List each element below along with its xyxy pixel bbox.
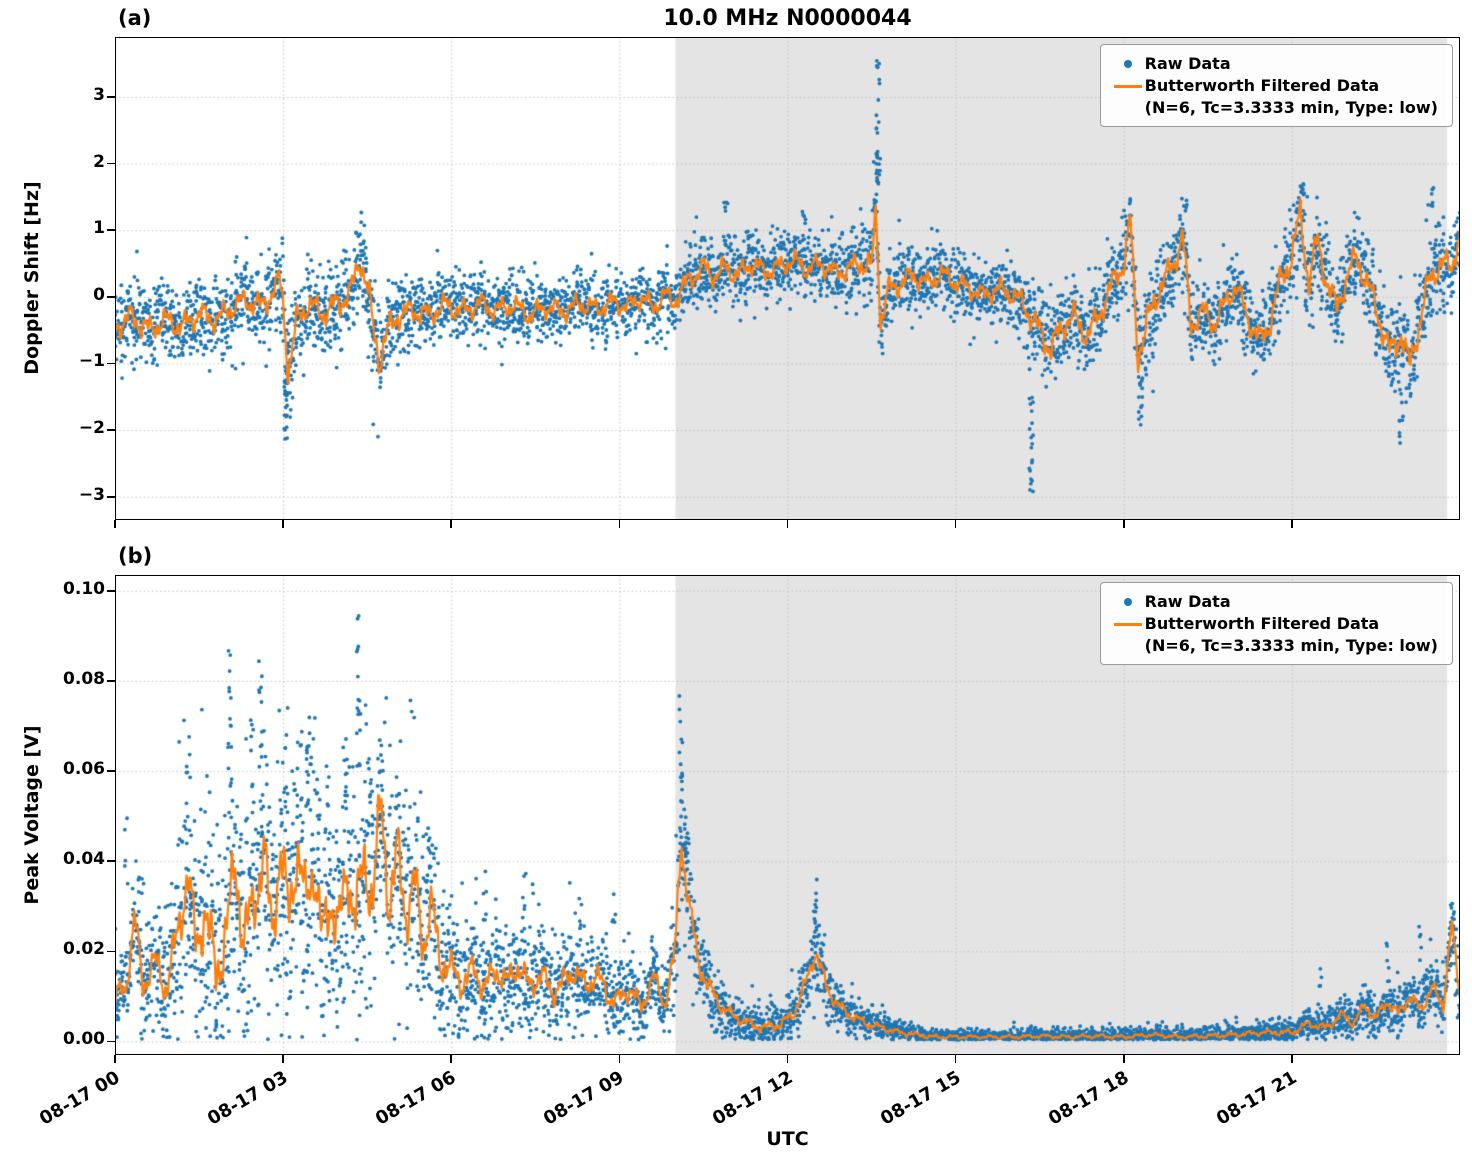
y-tick-label: 0.00 [63,1029,105,1050]
x-axis-label: UTC [766,1128,809,1150]
x-tick-mark [114,1055,116,1063]
y-axis-label-b: Peak Voltage [V] [21,725,43,905]
y-tick-label: −1 [78,351,105,372]
x-tick-mark [618,520,621,528]
subplot-a: Raw Data Butterworth Filtered Data (N=6,… [115,37,1460,520]
y-tick-label: 0 [93,284,105,305]
y-tick-mark [107,590,115,592]
x-tick-mark [282,1055,284,1063]
y-tick-label: 0.02 [63,939,105,960]
y-tick-label: −2 [78,418,105,439]
x-tick-mark [1291,1055,1293,1063]
chart-title: 10.0 MHz N0000044 [663,6,912,31]
legend-filtered-line2: (N=6, Tc=3.3333 min, Type: low) [1144,635,1438,655]
y-tick-mark [107,860,115,863]
y-tick-mark [107,362,115,365]
legend-raw-label: Raw Data [1144,54,1231,73]
filtered-line-swatch [1111,75,1145,97]
y-tick-label: 0.08 [63,668,105,689]
x-tick-mark [786,520,789,528]
x-tick-mark [450,520,453,528]
x-tick-mark [1291,520,1293,528]
panel-label-b: (b) [118,544,153,568]
y-axis-label-a: Doppler Shift [Hz] [21,181,43,375]
y-tick-mark [107,162,115,165]
y-tick-label: 0.04 [63,849,105,870]
y-tick-label: 1 [93,218,105,239]
x-tick-mark [1122,1055,1125,1063]
y-tick-mark [107,680,115,682]
filtered-line-icon [1113,84,1142,88]
legend-filtered-label: Butterworth Filtered Data (N=6, Tc=3.333… [1145,75,1438,118]
x-tick-mark [954,520,957,528]
raw-data-marker-swatch [1111,53,1145,75]
legend-filtered-line2: (N=6, Tc=3.3333 min, Type: low) [1144,97,1438,117]
y-tick-label: −3 [78,484,105,505]
raw-data-dot-icon [1123,598,1132,606]
y-tick-mark [107,770,115,772]
y-tick-mark [107,96,115,98]
x-tick-mark [954,1055,957,1063]
legend-box-a: Raw Data Butterworth Filtered Data (N=6,… [1099,44,1453,128]
x-tick-mark [282,520,284,528]
y-tick-label: 3 [93,84,105,105]
y-tick-mark [107,495,115,498]
x-tick-label: 08-17 00 [36,1067,124,1130]
y-tick-label: 2 [93,151,105,172]
x-tick-mark [786,1055,789,1063]
raw-data-dot-icon [1123,60,1132,68]
legend-filtered-line1: Butterworth Filtered Data [1144,614,1380,633]
panel-label-a: (a) [118,6,152,30]
filtered-line-icon [1113,622,1142,626]
subplot-b: Raw Data Butterworth Filtered Data (N=6,… [115,575,1460,1055]
legend-box-b: Raw Data Butterworth Filtered Data (N=6,… [1099,582,1453,666]
y-tick-mark [107,296,115,298]
y-tick-mark [107,229,115,232]
filtered-line-swatch [1111,613,1145,635]
y-tick-mark [107,1040,115,1043]
raw-data-marker-swatch [1111,591,1145,613]
legend-filtered-label: Butterworth Filtered Data (N=6, Tc=3.333… [1145,613,1438,656]
y-tick-mark [107,429,115,431]
x-tick-mark [1122,520,1125,528]
y-tick-mark [107,950,115,953]
legend-filtered-line1: Butterworth Filtered Data [1144,76,1380,95]
legend-raw-label: Raw Data [1144,592,1231,611]
x-tick-mark [450,1055,453,1063]
y-tick-label: 0.10 [63,578,105,599]
x-tick-mark [114,520,116,528]
y-tick-label: 0.06 [63,759,105,780]
x-tick-mark [618,1055,621,1063]
